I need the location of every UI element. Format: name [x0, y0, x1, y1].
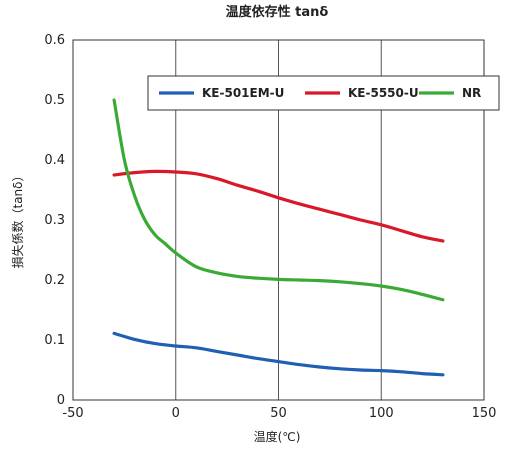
plot-frame: [72, 39, 485, 401]
y-tick-label: 0.1: [44, 333, 65, 348]
series-layer: [112, 98, 445, 377]
y-tick-label: 0.6: [44, 33, 65, 48]
series-line-2: [112, 169, 445, 243]
y-tick-label: 0.5: [44, 93, 65, 108]
y-tick-label: 0.4: [44, 153, 65, 168]
x-tick-label: 0: [172, 406, 180, 421]
x-tick-label: 50: [270, 406, 287, 421]
x-tick-label: 150: [472, 406, 497, 421]
legend-label-2: KE-5550-U: [348, 86, 419, 100]
x-tick-label: 100: [369, 406, 394, 421]
y-tick-label: 0: [57, 393, 65, 408]
series-line-1: [112, 331, 445, 377]
legend-label-3: NR: [462, 86, 481, 100]
chart-title: 温度依存性 tanδ: [226, 4, 329, 20]
legend-label-1: KE-501EM-U: [202, 86, 284, 100]
series-line-3: [112, 98, 445, 302]
y-tick-label: 0.3: [44, 213, 65, 228]
x-tick-label: -50: [62, 406, 83, 421]
legend: KE-501EM-U KE-5550-U NR: [147, 75, 500, 111]
y-axis-title: 損失係数（tanδ）: [10, 169, 25, 268]
x-axis-title: 温度(℃): [254, 429, 301, 444]
y-tick-label: 0.2: [44, 273, 65, 288]
